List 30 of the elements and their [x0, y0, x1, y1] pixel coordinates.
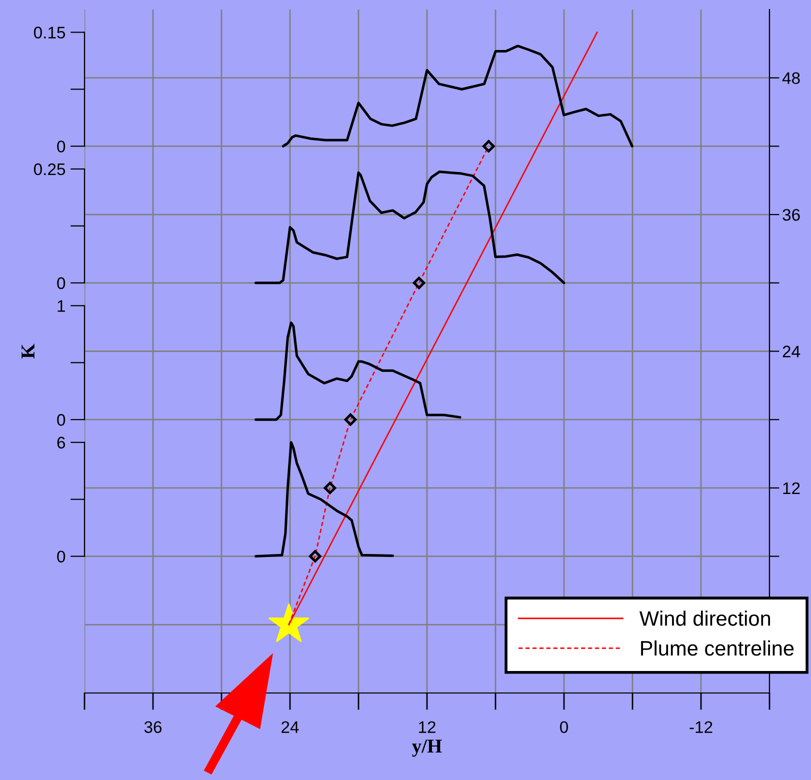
x-tick-label: 24 — [282, 721, 299, 733]
y-axis-title: K — [22, 344, 34, 358]
y-tick-label: 0 — [57, 277, 66, 290]
line-series — [254, 441, 394, 558]
point — [482, 140, 495, 152]
legend-label: Plume centreline — [641, 640, 794, 656]
point — [324, 482, 336, 494]
x-tick-label: 36 — [144, 721, 162, 734]
y2-tick-label: 48 — [782, 72, 800, 84]
line-series — [282, 44, 634, 148]
x-axis-title: y/H — [412, 740, 442, 757]
line-series — [254, 322, 462, 421]
y-tick-label: 0 — [57, 550, 66, 563]
y2-tick-label: 36 — [782, 208, 800, 221]
point — [344, 413, 357, 426]
y-tick-label: 0.15 — [34, 26, 66, 38]
point — [308, 550, 322, 562]
y-tick-label: 1 — [58, 300, 65, 312]
y-tick-label: 0 — [57, 414, 66, 426]
line-series — [254, 170, 566, 284]
x-tick-label: -12 — [690, 721, 712, 733]
y2-tick-label: 12 — [783, 482, 800, 494]
legend-label: Wind direction — [639, 610, 770, 626]
y-tick-label: 6 — [57, 436, 66, 449]
y-tick-label: 0 — [57, 140, 66, 152]
y2-tick-label: 24 — [782, 346, 800, 358]
x-tick-label: 12 — [419, 721, 436, 733]
x-tick-label: 0 — [560, 721, 568, 734]
y-tick-label: 0.25 — [34, 163, 66, 176]
point — [412, 276, 426, 290]
